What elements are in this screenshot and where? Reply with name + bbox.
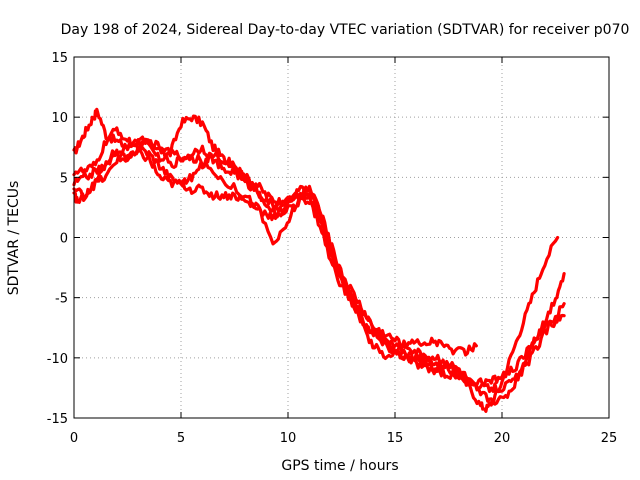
x-tick-label: 25 [601, 431, 618, 446]
x-tick-label: 5 [177, 431, 185, 446]
y-tick-label: 10 [51, 111, 68, 126]
y-tick-label: 0 [60, 232, 68, 247]
chart-title: Day 198 of 2024, Sidereal Day-to-day VTE… [61, 22, 630, 38]
x-tick-label: 20 [494, 431, 511, 446]
x-tick-label: 0 [70, 431, 78, 446]
x-tick-label: 10 [280, 431, 297, 446]
y-tick-label: -5 [55, 292, 68, 307]
x-axis-label: GPS time / hours [281, 458, 398, 474]
y-tick-label: 15 [51, 51, 68, 66]
y-tick-label: -10 [47, 352, 68, 367]
y-tick-label: 5 [60, 171, 68, 186]
y-tick-label: -15 [47, 412, 68, 427]
axis-ticks: 0 5 10 15 20 25 -15 -10 -5 0 5 10 15 [47, 51, 618, 446]
series-line-trace-4 [72, 148, 566, 388]
x-tick-label: 15 [387, 431, 404, 446]
grid-lines [74, 57, 609, 418]
series-line-trace-5 [72, 135, 478, 360]
data-series [72, 107, 566, 413]
y-axis-label: SDTVAR / TECUs [6, 181, 22, 296]
